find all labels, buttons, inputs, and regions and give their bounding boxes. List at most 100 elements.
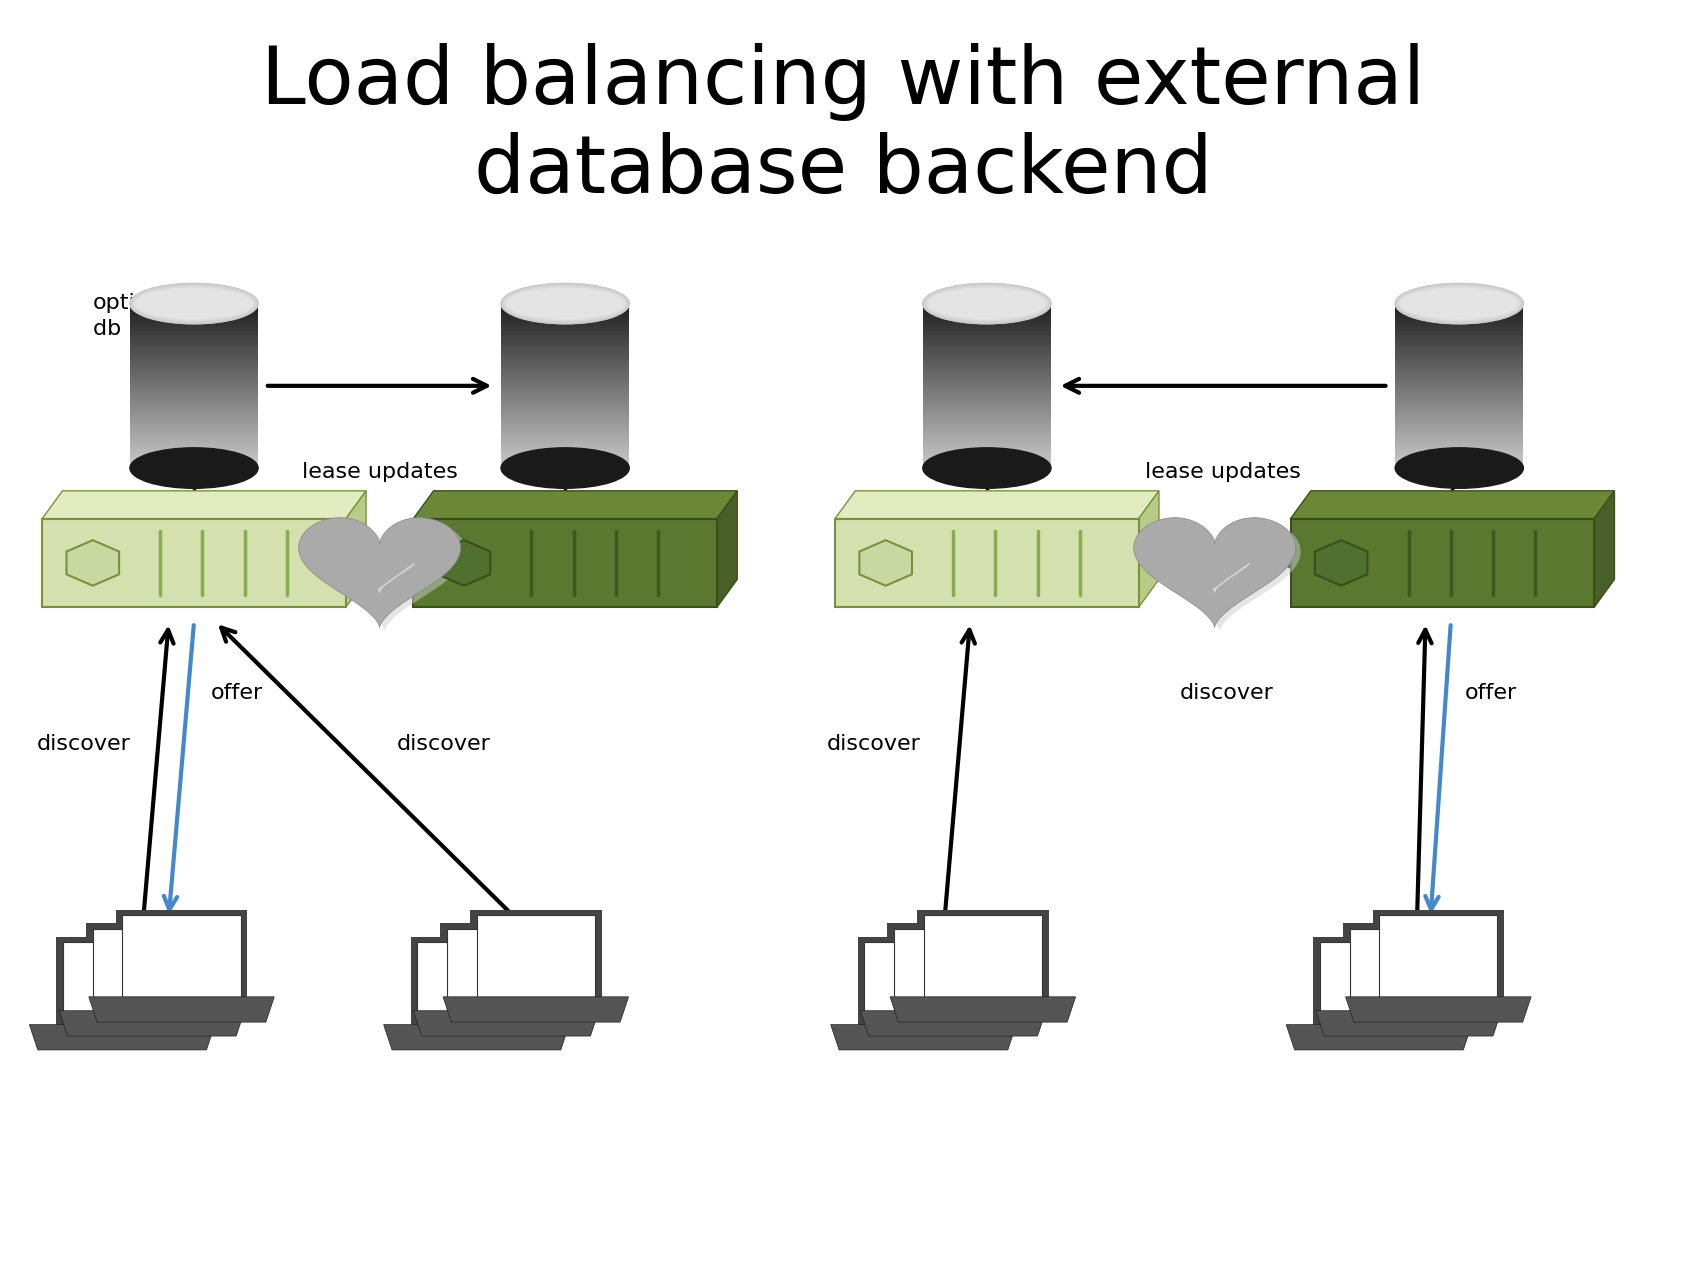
- Polygon shape: [1285, 1025, 1471, 1050]
- FancyBboxPatch shape: [417, 942, 535, 1025]
- Polygon shape: [1395, 395, 1523, 397]
- Polygon shape: [923, 383, 1051, 386]
- Ellipse shape: [130, 283, 258, 324]
- Polygon shape: [923, 367, 1051, 369]
- Polygon shape: [923, 457, 1051, 460]
- Polygon shape: [1291, 491, 1614, 519]
- Ellipse shape: [504, 287, 626, 320]
- Polygon shape: [1395, 466, 1523, 468]
- Text: optional
db backend: optional db backend: [93, 293, 223, 339]
- Ellipse shape: [504, 286, 626, 321]
- Ellipse shape: [924, 286, 1049, 321]
- Ellipse shape: [1397, 285, 1522, 323]
- Polygon shape: [923, 339, 1051, 342]
- Polygon shape: [1395, 421, 1523, 424]
- Ellipse shape: [133, 287, 255, 320]
- Ellipse shape: [926, 287, 1048, 320]
- Polygon shape: [130, 407, 258, 411]
- Polygon shape: [130, 345, 258, 348]
- Ellipse shape: [1397, 285, 1522, 323]
- Polygon shape: [130, 440, 258, 444]
- Polygon shape: [1395, 336, 1523, 339]
- Polygon shape: [1395, 383, 1523, 386]
- Polygon shape: [923, 362, 1051, 364]
- Ellipse shape: [135, 288, 253, 319]
- Polygon shape: [923, 421, 1051, 424]
- Polygon shape: [130, 438, 258, 440]
- Ellipse shape: [926, 287, 1048, 320]
- Polygon shape: [501, 383, 629, 386]
- Ellipse shape: [924, 285, 1049, 323]
- Polygon shape: [501, 416, 629, 419]
- Polygon shape: [1395, 416, 1523, 419]
- Ellipse shape: [130, 283, 258, 324]
- Ellipse shape: [135, 288, 253, 319]
- Ellipse shape: [928, 287, 1046, 320]
- Polygon shape: [130, 402, 258, 405]
- Polygon shape: [923, 416, 1051, 419]
- Polygon shape: [1395, 364, 1523, 367]
- Polygon shape: [923, 466, 1051, 468]
- Polygon shape: [130, 325, 258, 329]
- FancyBboxPatch shape: [413, 519, 717, 607]
- Polygon shape: [501, 348, 629, 350]
- Polygon shape: [130, 449, 258, 452]
- FancyBboxPatch shape: [42, 519, 346, 607]
- Polygon shape: [1139, 521, 1301, 631]
- Polygon shape: [130, 405, 258, 407]
- Polygon shape: [923, 304, 1051, 306]
- Polygon shape: [1395, 457, 1523, 460]
- Polygon shape: [89, 997, 275, 1022]
- Ellipse shape: [1399, 286, 1520, 321]
- Ellipse shape: [130, 283, 258, 324]
- Ellipse shape: [923, 448, 1051, 488]
- Text: discover: discover: [827, 734, 921, 754]
- Polygon shape: [923, 336, 1051, 339]
- Polygon shape: [501, 395, 629, 397]
- Polygon shape: [501, 336, 629, 339]
- Ellipse shape: [504, 287, 626, 320]
- Polygon shape: [1395, 381, 1523, 383]
- FancyBboxPatch shape: [123, 915, 241, 997]
- Polygon shape: [1395, 440, 1523, 444]
- Ellipse shape: [1397, 285, 1522, 323]
- Polygon shape: [501, 323, 629, 325]
- Polygon shape: [130, 374, 258, 378]
- Polygon shape: [1395, 460, 1523, 463]
- Polygon shape: [29, 1025, 214, 1050]
- Polygon shape: [130, 329, 258, 331]
- FancyBboxPatch shape: [835, 519, 1139, 607]
- Polygon shape: [923, 449, 1051, 452]
- Ellipse shape: [506, 287, 624, 320]
- Polygon shape: [378, 563, 415, 592]
- Ellipse shape: [133, 287, 255, 320]
- Polygon shape: [923, 381, 1051, 383]
- Polygon shape: [1395, 372, 1523, 374]
- Polygon shape: [501, 386, 629, 388]
- Polygon shape: [923, 348, 1051, 350]
- Polygon shape: [130, 435, 258, 438]
- Polygon shape: [501, 460, 629, 463]
- Ellipse shape: [503, 285, 628, 323]
- Ellipse shape: [1397, 285, 1522, 323]
- Polygon shape: [1395, 391, 1523, 395]
- Polygon shape: [1395, 397, 1523, 400]
- Polygon shape: [923, 402, 1051, 405]
- Polygon shape: [923, 454, 1051, 457]
- Ellipse shape: [926, 286, 1048, 321]
- Polygon shape: [42, 491, 366, 519]
- Ellipse shape: [135, 288, 253, 319]
- Polygon shape: [1395, 369, 1523, 372]
- Polygon shape: [501, 367, 629, 369]
- Polygon shape: [501, 438, 629, 440]
- Polygon shape: [130, 444, 258, 447]
- FancyBboxPatch shape: [56, 937, 187, 1030]
- Polygon shape: [130, 334, 258, 336]
- Polygon shape: [501, 466, 629, 468]
- Polygon shape: [501, 424, 629, 428]
- Polygon shape: [1314, 540, 1368, 586]
- FancyBboxPatch shape: [887, 923, 1019, 1016]
- Polygon shape: [346, 491, 366, 607]
- Polygon shape: [923, 435, 1051, 438]
- Polygon shape: [835, 491, 1159, 519]
